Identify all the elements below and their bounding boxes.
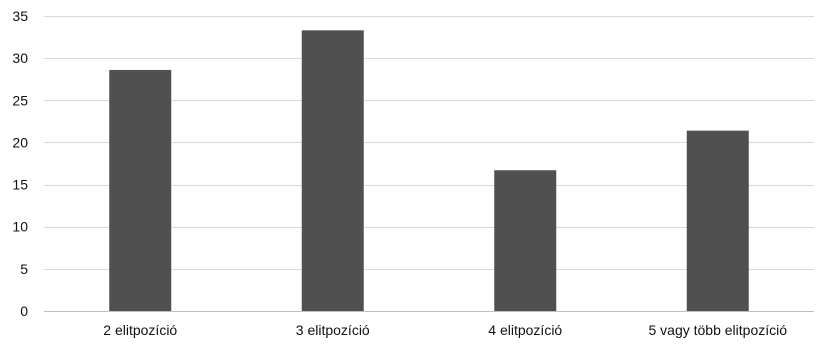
- gridlines: [44, 16, 814, 270]
- x-category-label: 3 elitpozíció: [296, 322, 370, 338]
- bar-3: [494, 170, 557, 311]
- y-tick-label: 25: [12, 92, 28, 108]
- bar-4: [686, 130, 749, 311]
- y-tick-label: 20: [12, 134, 28, 150]
- x-category-label: 2 elitpozíció: [103, 322, 177, 338]
- y-tick-label: 35: [12, 8, 28, 24]
- bar-1: [109, 69, 172, 311]
- bar-2: [301, 30, 364, 311]
- bars: [109, 30, 749, 311]
- y-tick-label: 15: [12, 177, 28, 193]
- y-tick-label: 10: [12, 219, 28, 235]
- x-category-label: 5 vagy több elitpozíció: [648, 322, 787, 338]
- y-tick-label: 5: [20, 261, 28, 277]
- y-tick-label: 0: [20, 303, 28, 319]
- y-tick-label: 30: [12, 50, 28, 66]
- x-category-label: 4 elitpozíció: [488, 322, 562, 338]
- y-tick-labels: 0 5 10 15 20 25 30 35: [12, 8, 28, 319]
- x-category-labels: 2 elitpozíció 3 elitpozíció 4 elitpozíció 5…: [103, 322, 787, 338]
